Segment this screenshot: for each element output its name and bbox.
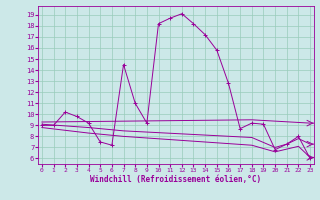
- X-axis label: Windchill (Refroidissement éolien,°C): Windchill (Refroidissement éolien,°C): [91, 175, 261, 184]
